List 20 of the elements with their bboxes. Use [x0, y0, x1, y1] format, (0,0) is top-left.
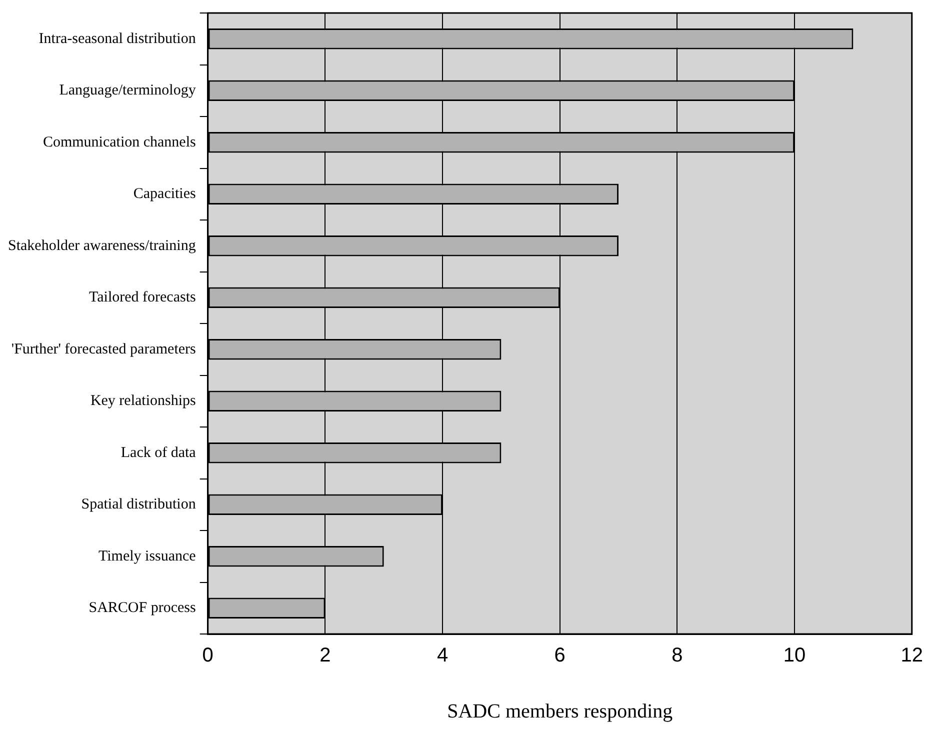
y-tick-label: Lack of data	[120, 444, 196, 461]
x-tick-label: 10	[783, 644, 806, 667]
y-tick-label: Timely issuance	[98, 548, 196, 564]
y-tick-label: Capacities	[133, 186, 196, 202]
y-tick-label: SARCOF process	[88, 600, 196, 616]
x-tick-label: 6	[554, 644, 566, 667]
x-tick-label: 2	[320, 644, 331, 667]
y-tick-label: Language/terminology	[59, 82, 196, 99]
y-tick-label: 'Further' forecasted parameters	[11, 341, 196, 358]
y-tick-label: Communication channels	[42, 134, 196, 150]
x-axis-title: SADC members responding	[447, 700, 673, 722]
y-tick-label: Key relationships	[90, 393, 196, 410]
y-tick-label: Stakeholder awareness/training	[8, 238, 196, 254]
y-tick-label: Spatial distribution	[81, 496, 196, 513]
x-tick-label: 0	[202, 644, 214, 667]
x-tick-label: 12	[900, 644, 923, 667]
y-tick-label: Tailored forecasts	[89, 290, 196, 306]
y-tick-label: Intra-seasonal distribution	[38, 30, 196, 47]
x-tick-label: 8	[672, 644, 683, 667]
x-tick-label: 4	[436, 644, 448, 667]
